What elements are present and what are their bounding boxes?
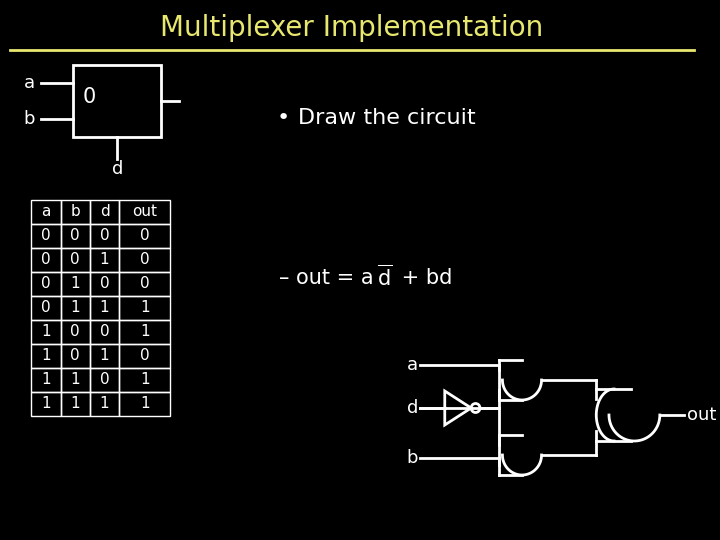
Bar [60,224,90,248]
Text: b: b [407,449,418,467]
Bar [120,272,170,296]
Text: 1: 1 [71,396,80,411]
Bar [60,296,90,320]
Bar [120,248,170,272]
Text: •: • [277,108,290,128]
Bar [120,344,170,368]
Text: d: d [99,205,109,219]
Bar [31,344,60,368]
Bar [120,224,170,248]
Bar [31,272,60,296]
Text: 1: 1 [140,396,150,411]
Text: 1: 1 [71,373,80,388]
Text: b: b [71,205,80,219]
Text: 0: 0 [71,228,80,244]
Text: d: d [112,160,123,178]
Bar [120,200,170,224]
Text: 0: 0 [100,373,109,388]
Text: 1: 1 [100,253,109,267]
Text: a: a [41,205,50,219]
Text: 0: 0 [140,348,150,363]
Text: 1: 1 [71,276,80,292]
Bar [90,392,120,416]
Text: 0: 0 [100,276,109,292]
Text: 1: 1 [100,348,109,363]
Text: 0: 0 [140,228,150,244]
Text: 1: 1 [41,396,50,411]
Text: 1: 1 [41,348,50,363]
Bar [120,296,170,320]
Text: Draw the circuit: Draw the circuit [298,108,476,128]
Bar [60,368,90,392]
Bar [90,296,120,320]
Bar [60,392,90,416]
Bar [60,248,90,272]
Bar [60,320,90,344]
Text: a: a [24,74,35,92]
Text: 0: 0 [83,87,96,107]
Text: 0: 0 [71,325,80,340]
Bar [120,392,170,416]
Text: 0: 0 [41,276,50,292]
Bar [60,200,90,224]
Bar [90,320,120,344]
Bar [73,65,161,137]
Bar [90,224,120,248]
Text: 1: 1 [140,373,150,388]
Text: Multiplexer Implementation: Multiplexer Implementation [161,14,544,42]
Bar [120,368,170,392]
Bar [31,368,60,392]
Text: 0: 0 [41,300,50,315]
Text: 0: 0 [140,276,150,292]
Text: b: b [24,110,35,128]
Text: 0: 0 [71,253,80,267]
Bar [90,368,120,392]
Bar [31,248,60,272]
Bar [31,224,60,248]
Text: 1: 1 [71,300,80,315]
Text: 1: 1 [140,300,150,315]
Bar [120,320,170,344]
Text: 1: 1 [41,325,50,340]
Text: 1: 1 [41,373,50,388]
Text: 0: 0 [41,253,50,267]
Bar [31,200,60,224]
Text: 0: 0 [41,228,50,244]
Text: 1: 1 [140,325,150,340]
Text: out: out [132,205,157,219]
Text: 0: 0 [71,348,80,363]
Bar [90,272,120,296]
Bar [31,320,60,344]
Bar [60,344,90,368]
Text: $\overline{\mathrm{d}}$: $\overline{\mathrm{d}}$ [377,264,392,290]
Text: 1: 1 [100,396,109,411]
Bar [60,272,90,296]
Bar [31,392,60,416]
Text: 0: 0 [100,228,109,244]
Text: a: a [408,356,418,374]
Text: – out = a: – out = a [279,268,373,288]
Text: + bd: + bd [395,268,452,288]
Bar [31,296,60,320]
Text: 0: 0 [140,253,150,267]
Bar [90,248,120,272]
Bar [90,344,120,368]
Text: d: d [407,399,418,417]
Text: out: out [687,406,716,424]
Text: 1: 1 [100,300,109,315]
Bar [90,200,120,224]
Text: 0: 0 [100,325,109,340]
